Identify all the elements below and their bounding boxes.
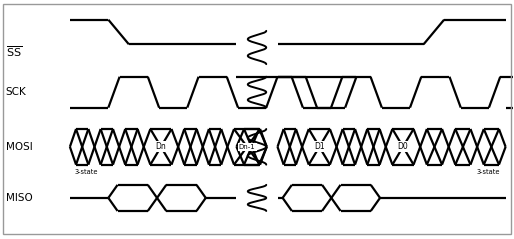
Text: SCK: SCK: [6, 87, 27, 97]
Text: $\overline{\mathrm{SS}}$: $\overline{\mathrm{SS}}$: [6, 44, 22, 59]
Text: Dn-1: Dn-1: [238, 144, 255, 150]
Text: MOSI: MOSI: [6, 142, 32, 152]
Text: 3-state: 3-state: [75, 169, 99, 175]
Text: D0: D0: [398, 142, 408, 151]
Text: Dn: Dn: [156, 142, 167, 151]
Text: 3-state: 3-state: [477, 169, 501, 175]
Text: MISO: MISO: [6, 193, 32, 203]
Text: D1: D1: [314, 142, 325, 151]
